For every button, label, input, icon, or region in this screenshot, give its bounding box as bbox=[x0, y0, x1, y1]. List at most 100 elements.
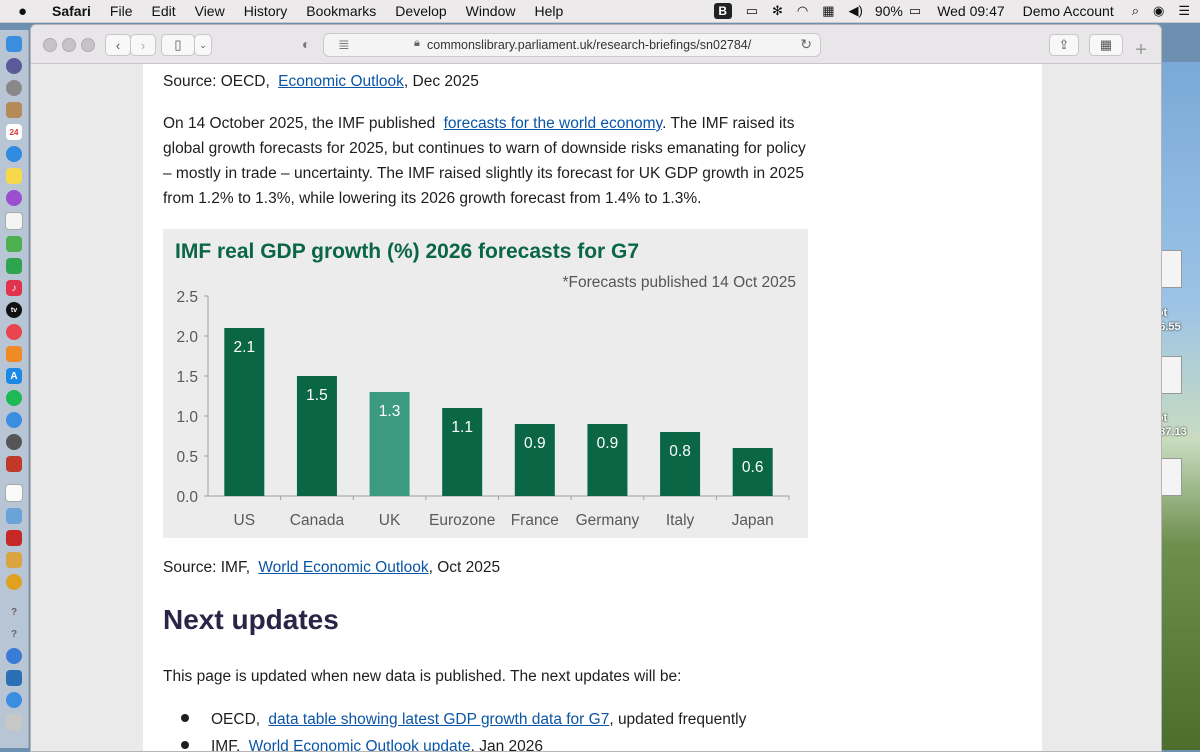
facetime-icon[interactable] bbox=[6, 258, 22, 274]
app-store-icon[interactable]: A bbox=[6, 368, 22, 384]
rocket-icon[interactable] bbox=[6, 80, 22, 96]
address-bar[interactable]: ◐ ≣ 🔒︎ commonslibrary.parliament.uk/rese… bbox=[302, 33, 821, 57]
chart-subtitle: *Forecasts published 14 Oct 2025 bbox=[563, 274, 797, 291]
list-item: OECD, data table showing latest GDP grow… bbox=[181, 707, 746, 732]
close-window-button[interactable] bbox=[43, 38, 57, 52]
y-tick-label: 1.5 bbox=[176, 369, 198, 386]
finder-icon[interactable] bbox=[6, 36, 22, 52]
battery-icon[interactable]: ▭ bbox=[908, 3, 922, 18]
bar-value-label: 0.6 bbox=[742, 459, 764, 476]
calendar-icon[interactable]: ▦ bbox=[822, 3, 835, 18]
books-icon[interactable] bbox=[6, 346, 22, 362]
reader-view-icon[interactable]: ≣ bbox=[338, 36, 350, 52]
source-prefix: Source: OECD, bbox=[163, 73, 270, 90]
y-tick-label: 0.0 bbox=[176, 489, 198, 506]
back-button[interactable]: ‹ bbox=[105, 34, 131, 56]
list-item-suffix: , Jan 2026 bbox=[470, 738, 543, 752]
music-icon[interactable]: ♪ bbox=[6, 280, 22, 296]
news-icon[interactable] bbox=[6, 324, 22, 340]
menu-view[interactable]: View bbox=[194, 3, 225, 19]
menu-develop[interactable]: Develop bbox=[395, 3, 447, 19]
tools-icon[interactable] bbox=[6, 552, 22, 568]
wifi-icon[interactable]: ◠ bbox=[796, 3, 809, 18]
security-app-icon[interactable] bbox=[6, 456, 22, 472]
source-link[interactable]: Economic Outlook bbox=[278, 73, 404, 90]
bar-value-label: 0.8 bbox=[669, 443, 691, 460]
siri-icon[interactable]: ◉ bbox=[1153, 3, 1165, 18]
menu-history[interactable]: History bbox=[243, 3, 288, 19]
unknown-app-icon[interactable]: ? bbox=[10, 606, 18, 618]
reload-icon[interactable]: ↻ bbox=[800, 36, 812, 52]
menu-bookmarks[interactable]: Bookmarks bbox=[306, 3, 377, 19]
chart-title: IMF real GDP growth (%) 2026 forecasts f… bbox=[175, 240, 639, 263]
app-icon-blue[interactable] bbox=[6, 670, 22, 686]
y-tick-label: 2.5 bbox=[176, 289, 198, 306]
zoom-window-button[interactable] bbox=[81, 38, 95, 52]
url-text[interactable]: commonslibrary.parliament.uk/research-br… bbox=[427, 38, 752, 52]
tab-overview-icon: ▦ bbox=[1099, 37, 1113, 52]
globe-icon[interactable] bbox=[6, 648, 22, 664]
screenshot-app-icon[interactable] bbox=[6, 434, 22, 450]
launchpad-icon[interactable] bbox=[6, 58, 22, 74]
menu-edit[interactable]: Edit bbox=[151, 3, 176, 19]
forecast-link[interactable]: forecasts for the world economy bbox=[443, 115, 663, 132]
battery-percent[interactable]: 90% bbox=[874, 3, 903, 19]
forward-button[interactable]: › bbox=[130, 34, 156, 56]
maps-icon[interactable] bbox=[6, 236, 22, 252]
trash-icon[interactable] bbox=[6, 714, 22, 730]
chevron-down-icon: ⌄ bbox=[199, 39, 207, 50]
apple-tv-icon[interactable]: tv bbox=[6, 302, 22, 318]
bar-value-label: 0.9 bbox=[524, 435, 546, 452]
minimize-window-button[interactable] bbox=[62, 38, 76, 52]
tab-overview-button[interactable]: ▦ bbox=[1089, 34, 1123, 56]
chrome-icon[interactable] bbox=[6, 574, 22, 590]
sidebar-menu-button[interactable]: ⌄ bbox=[194, 34, 212, 56]
calendar-app-icon[interactable]: 24 bbox=[6, 124, 22, 140]
dock: 24 ♪ tv A ? ? bbox=[0, 30, 29, 748]
sidebar-button[interactable]: ▯ bbox=[161, 34, 195, 56]
chevron-left-icon: ‹ bbox=[115, 37, 121, 53]
source-link[interactable]: World Economic Outlook bbox=[258, 559, 429, 576]
menu-window[interactable]: Window bbox=[465, 3, 516, 19]
browser-toolbar: ‹ › ▯ ⌄ ◐ ≣ 🔒︎ commonslibrary.parliament… bbox=[31, 25, 1161, 64]
downloads-icon[interactable] bbox=[6, 692, 22, 708]
x-tick-label: Eurozone bbox=[429, 512, 495, 529]
menu-app-safari[interactable]: Safari bbox=[52, 3, 91, 19]
textedit-icon[interactable] bbox=[5, 212, 23, 230]
podcasts-icon[interactable] bbox=[6, 190, 22, 206]
messages-icon[interactable] bbox=[6, 412, 22, 428]
shield-icon[interactable]: ◐ bbox=[302, 36, 311, 52]
notification-center-icon[interactable]: ☰ bbox=[1178, 3, 1190, 18]
safari-app-icon[interactable] bbox=[6, 146, 22, 162]
notes-icon[interactable] bbox=[6, 168, 22, 184]
bar-france bbox=[514, 424, 555, 496]
share-icon: ⇪ bbox=[1058, 37, 1070, 52]
list-item-suffix: , updated frequently bbox=[609, 711, 747, 728]
user-account[interactable]: Demo Account bbox=[1022, 3, 1114, 19]
share-button[interactable]: ⇪ bbox=[1049, 34, 1079, 56]
menu-file[interactable]: File bbox=[109, 3, 133, 19]
airplay-icon[interactable]: ▭ bbox=[745, 3, 758, 18]
apple-menu-icon[interactable]: ● bbox=[18, 2, 28, 20]
acrobat-icon[interactable] bbox=[6, 530, 22, 546]
spotify-icon[interactable] bbox=[6, 390, 22, 406]
menu-help[interactable]: Help bbox=[534, 3, 564, 19]
status-app-icon[interactable]: B bbox=[713, 3, 732, 19]
x-tick-label: US bbox=[234, 512, 256, 529]
new-tab-button[interactable]: + bbox=[1135, 39, 1147, 61]
volume-icon[interactable]: ◀) bbox=[848, 3, 863, 18]
data-table-link[interactable]: data table showing latest GDP growth dat… bbox=[268, 711, 610, 728]
bluetooth-icon[interactable]: ✻ bbox=[771, 3, 783, 18]
document-icon[interactable] bbox=[5, 484, 23, 502]
bar-value-label: 1.3 bbox=[379, 403, 401, 420]
spotlight-search-icon[interactable]: ⌕ bbox=[1131, 3, 1139, 18]
bar-eurozone bbox=[442, 408, 483, 496]
preview-icon[interactable] bbox=[6, 508, 22, 524]
clock[interactable]: Wed 09:47 bbox=[937, 3, 1005, 19]
paragraph-text: On 14 October 2025, the IMF published bbox=[163, 115, 436, 132]
unknown-app-icon-2[interactable]: ? bbox=[10, 628, 18, 640]
source-note: Source: OECD, Economic Outlook, Dec 2025 bbox=[163, 69, 479, 94]
weo-update-link[interactable]: World Economic Outlook update bbox=[248, 738, 471, 752]
contacts-icon[interactable] bbox=[6, 102, 22, 118]
bar-canada bbox=[296, 376, 337, 496]
